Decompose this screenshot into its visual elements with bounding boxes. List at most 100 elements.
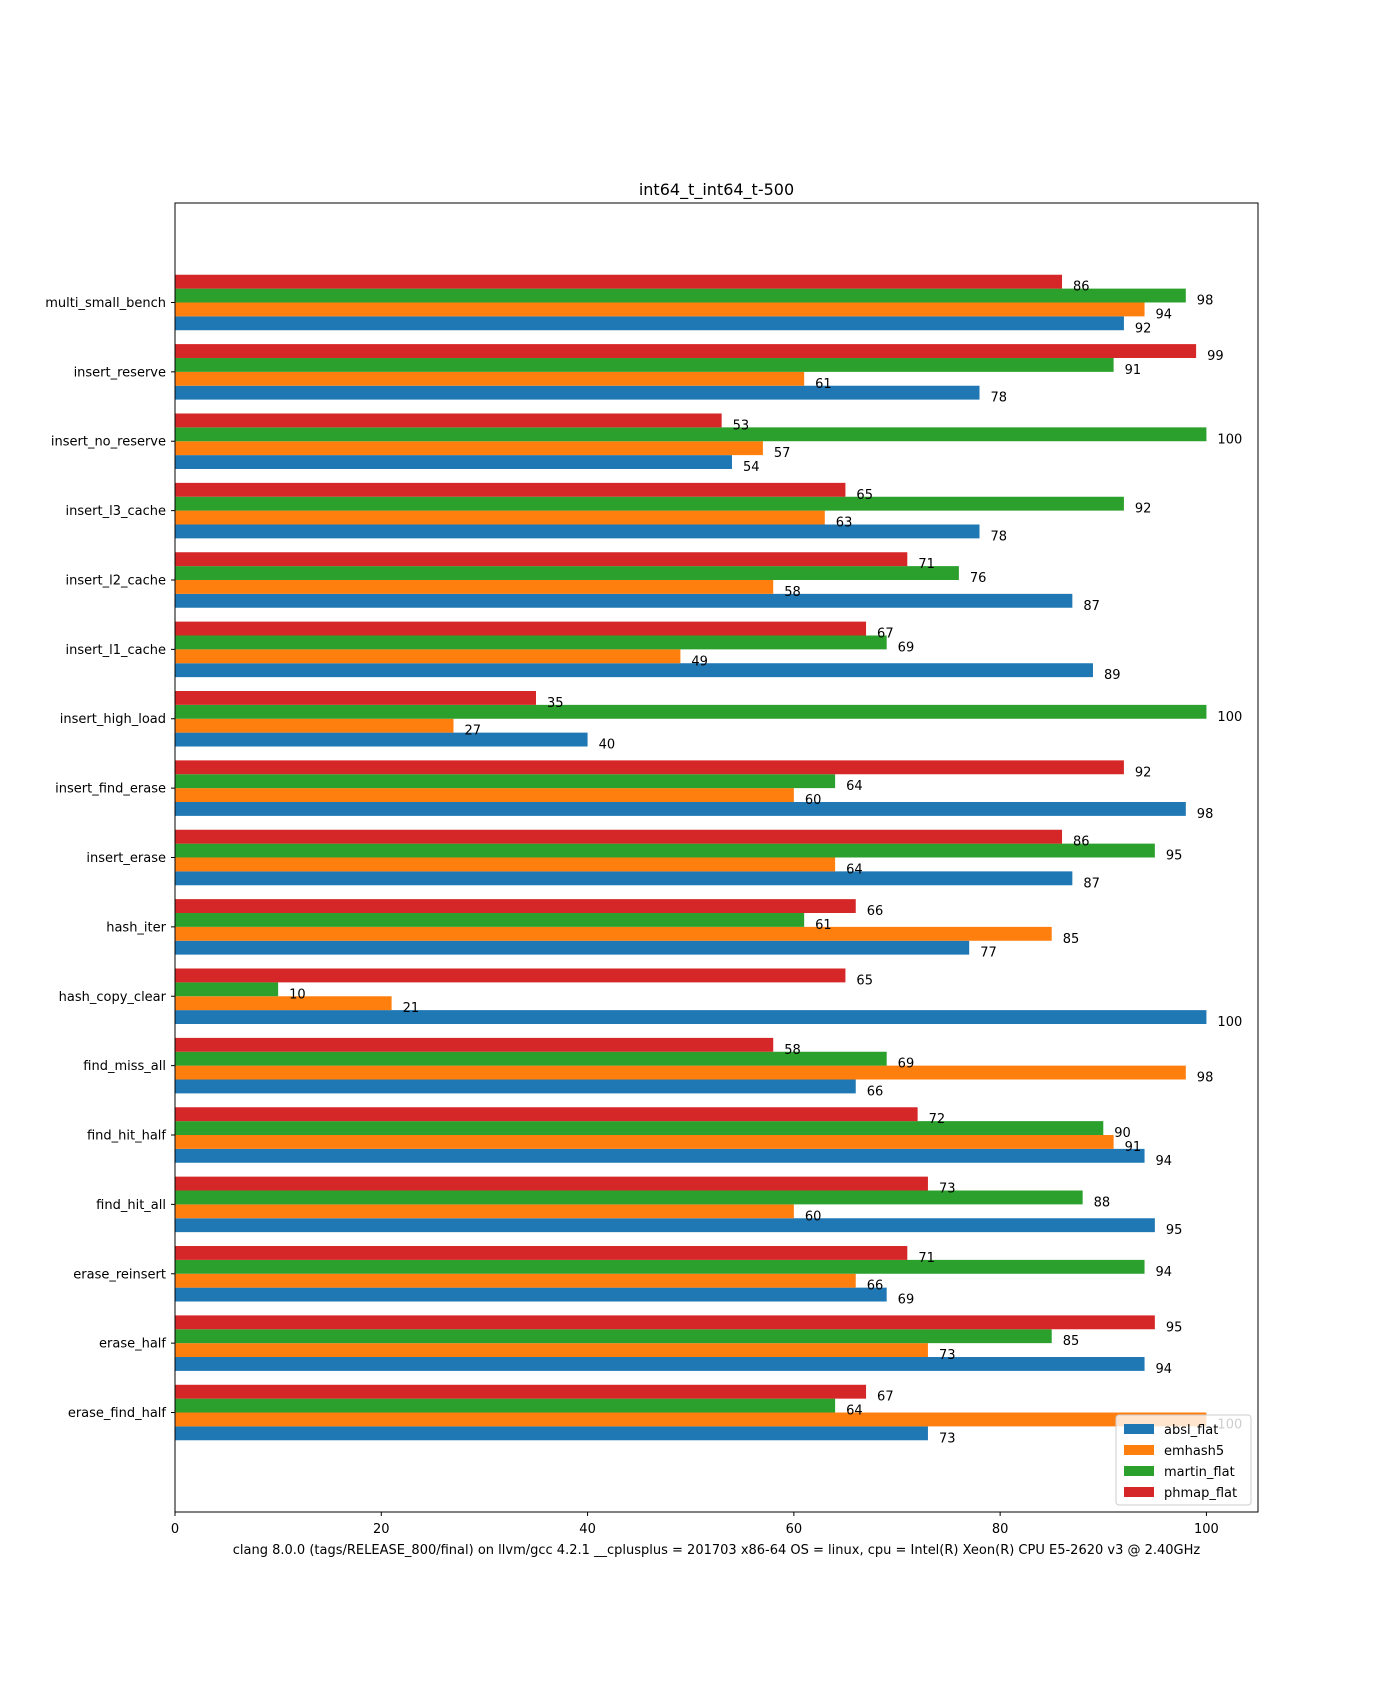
y-tick-label: insert_l2_cache — [66, 573, 166, 588]
y-tick-label: hash_iter — [106, 920, 166, 935]
bar-label-absl_flat: 98 — [1197, 807, 1214, 822]
bar-label-phmap_flat: 67 — [877, 627, 894, 642]
bar-emhash5 — [175, 1065, 1186, 1080]
bar-martin_flat — [175, 357, 1114, 372]
bar-absl_flat — [175, 1010, 1207, 1025]
bar-martin_flat — [175, 843, 1155, 858]
bar-label-absl_flat: 89 — [1104, 668, 1121, 683]
x-tick-label: 80 — [992, 1522, 1009, 1537]
bar-label-emhash5: 66 — [867, 1279, 884, 1294]
bar-phmap_flat — [175, 829, 1063, 844]
y-tick-label: insert_l3_cache — [66, 504, 166, 519]
bar-phmap_flat — [175, 552, 908, 567]
bar-label-martin_flat: 61 — [815, 918, 832, 933]
bar-label-absl_flat: 77 — [980, 946, 997, 961]
bar-label-phmap_flat: 99 — [1207, 349, 1224, 364]
bar-martin_flat — [175, 1121, 1104, 1136]
bar-label-absl_flat: 69 — [898, 1293, 915, 1308]
bar-label-phmap_flat: 58 — [784, 1043, 801, 1058]
bar-emhash5 — [175, 1204, 794, 1219]
bar-label-absl_flat: 54 — [743, 460, 760, 475]
y-tick-label: find_hit_half — [87, 1129, 166, 1144]
bar-martin_flat — [175, 982, 279, 997]
bar-label-martin_flat: 10 — [289, 987, 306, 1002]
bar-martin_flat — [175, 1190, 1083, 1205]
bar-label-absl_flat: 87 — [1083, 599, 1100, 614]
bar-labels: 92 94 98 86 78 61 91 99 54 57 100 53 78 63 92 65 87 58 76 7… — [289, 280, 1242, 1447]
bar-emhash5 — [175, 510, 825, 525]
bar-martin_flat — [175, 496, 1124, 511]
y-tick-label: insert_erase — [86, 851, 166, 866]
bar-label-emhash5: 49 — [691, 654, 708, 669]
bar-emhash5 — [175, 579, 774, 594]
bar-label-emhash5: 85 — [1063, 932, 1080, 947]
bar-label-phmap_flat: 53 — [733, 418, 750, 433]
bar-label-martin_flat: 69 — [898, 640, 915, 655]
bar-emhash5 — [175, 302, 1145, 317]
x-axis-label: clang 8.0.0 (tags/RELEASE_800/final) on … — [233, 1543, 1201, 1558]
bar-phmap_flat — [175, 413, 722, 428]
bar-label-phmap_flat: 72 — [929, 1112, 946, 1127]
bar-label-phmap_flat: 86 — [1073, 835, 1090, 850]
bar-martin_flat — [175, 774, 836, 789]
bar-absl_flat — [175, 801, 1186, 816]
y-tick-label: hash_copy_clear — [59, 990, 167, 1005]
bar-absl_flat — [175, 940, 970, 955]
bar-emhash5 — [175, 926, 1052, 941]
bar-label-martin_flat: 69 — [898, 1057, 915, 1072]
bar-label-emhash5: 94 — [1156, 307, 1173, 322]
bar-martin_flat — [175, 635, 887, 650]
bar-martin_flat — [175, 427, 1207, 442]
bar-label-emhash5: 73 — [939, 1348, 956, 1363]
bar-martin_flat — [175, 1051, 887, 1066]
bar-label-emhash5: 27 — [464, 724, 481, 739]
bar-phmap_flat — [175, 899, 856, 914]
x-tick-label: 40 — [579, 1522, 596, 1537]
y-tick-label: insert_reserve — [74, 365, 166, 380]
legend-swatch-martin_flat — [1124, 1466, 1154, 1476]
bar-label-martin_flat: 100 — [1217, 710, 1242, 725]
bar-label-emhash5: 63 — [836, 516, 853, 531]
bar-emhash5 — [175, 788, 794, 802]
legend-label-emhash5: emhash5 — [1164, 1444, 1224, 1459]
bar-martin_flat — [175, 913, 805, 927]
bar-label-phmap_flat: 71 — [918, 557, 935, 572]
bar-phmap_flat — [175, 760, 1124, 775]
y-tick-label: insert_no_reserve — [51, 435, 166, 450]
bar-absl_flat — [175, 524, 980, 539]
bar-label-emhash5: 64 — [846, 862, 863, 877]
bar-label-absl_flat: 78 — [991, 391, 1008, 406]
bar-label-absl_flat: 40 — [599, 738, 616, 753]
bar-label-phmap_flat: 35 — [547, 696, 564, 711]
bar-label-phmap_flat: 95 — [1166, 1320, 1183, 1335]
legend-swatch-absl_flat — [1124, 1424, 1154, 1434]
bar-label-martin_flat: 64 — [846, 1404, 863, 1419]
bar-label-phmap_flat: 67 — [877, 1390, 894, 1405]
bar-label-martin_flat: 64 — [846, 779, 863, 794]
bar-absl_flat — [175, 1148, 1145, 1163]
bar-label-absl_flat: 92 — [1135, 321, 1152, 336]
bar-label-absl_flat: 87 — [1083, 876, 1100, 891]
bar-label-absl_flat: 100 — [1217, 1015, 1242, 1030]
bar-absl_flat — [175, 316, 1124, 331]
bar-absl_flat — [175, 385, 980, 400]
bar-emhash5 — [175, 441, 763, 456]
bar-label-emhash5: 58 — [784, 585, 801, 600]
bar-phmap_flat — [175, 621, 867, 636]
y-tick-label: erase_half — [99, 1337, 166, 1352]
bar-emhash5 — [175, 718, 454, 733]
bar-label-martin_flat: 92 — [1135, 502, 1152, 517]
y-tick-label: insert_find_erase — [55, 782, 166, 797]
bar-martin_flat — [175, 1398, 836, 1413]
bar-label-absl_flat: 94 — [1156, 1154, 1173, 1169]
x-axis: 0 20 40 60 80 100 — [171, 1512, 1219, 1537]
bar-label-absl_flat: 73 — [939, 1431, 956, 1446]
bar-martin_flat — [175, 566, 959, 580]
legend-swatch-emhash5 — [1124, 1445, 1154, 1455]
y-tick-label: insert_high_load — [60, 712, 166, 727]
y-tick-label: insert_l1_cache — [66, 643, 166, 658]
legend-label-absl_flat: absl_flat — [1164, 1423, 1218, 1438]
bar-emhash5 — [175, 1343, 928, 1358]
bar-phmap_flat — [175, 1176, 928, 1191]
bar-absl_flat — [175, 455, 732, 469]
